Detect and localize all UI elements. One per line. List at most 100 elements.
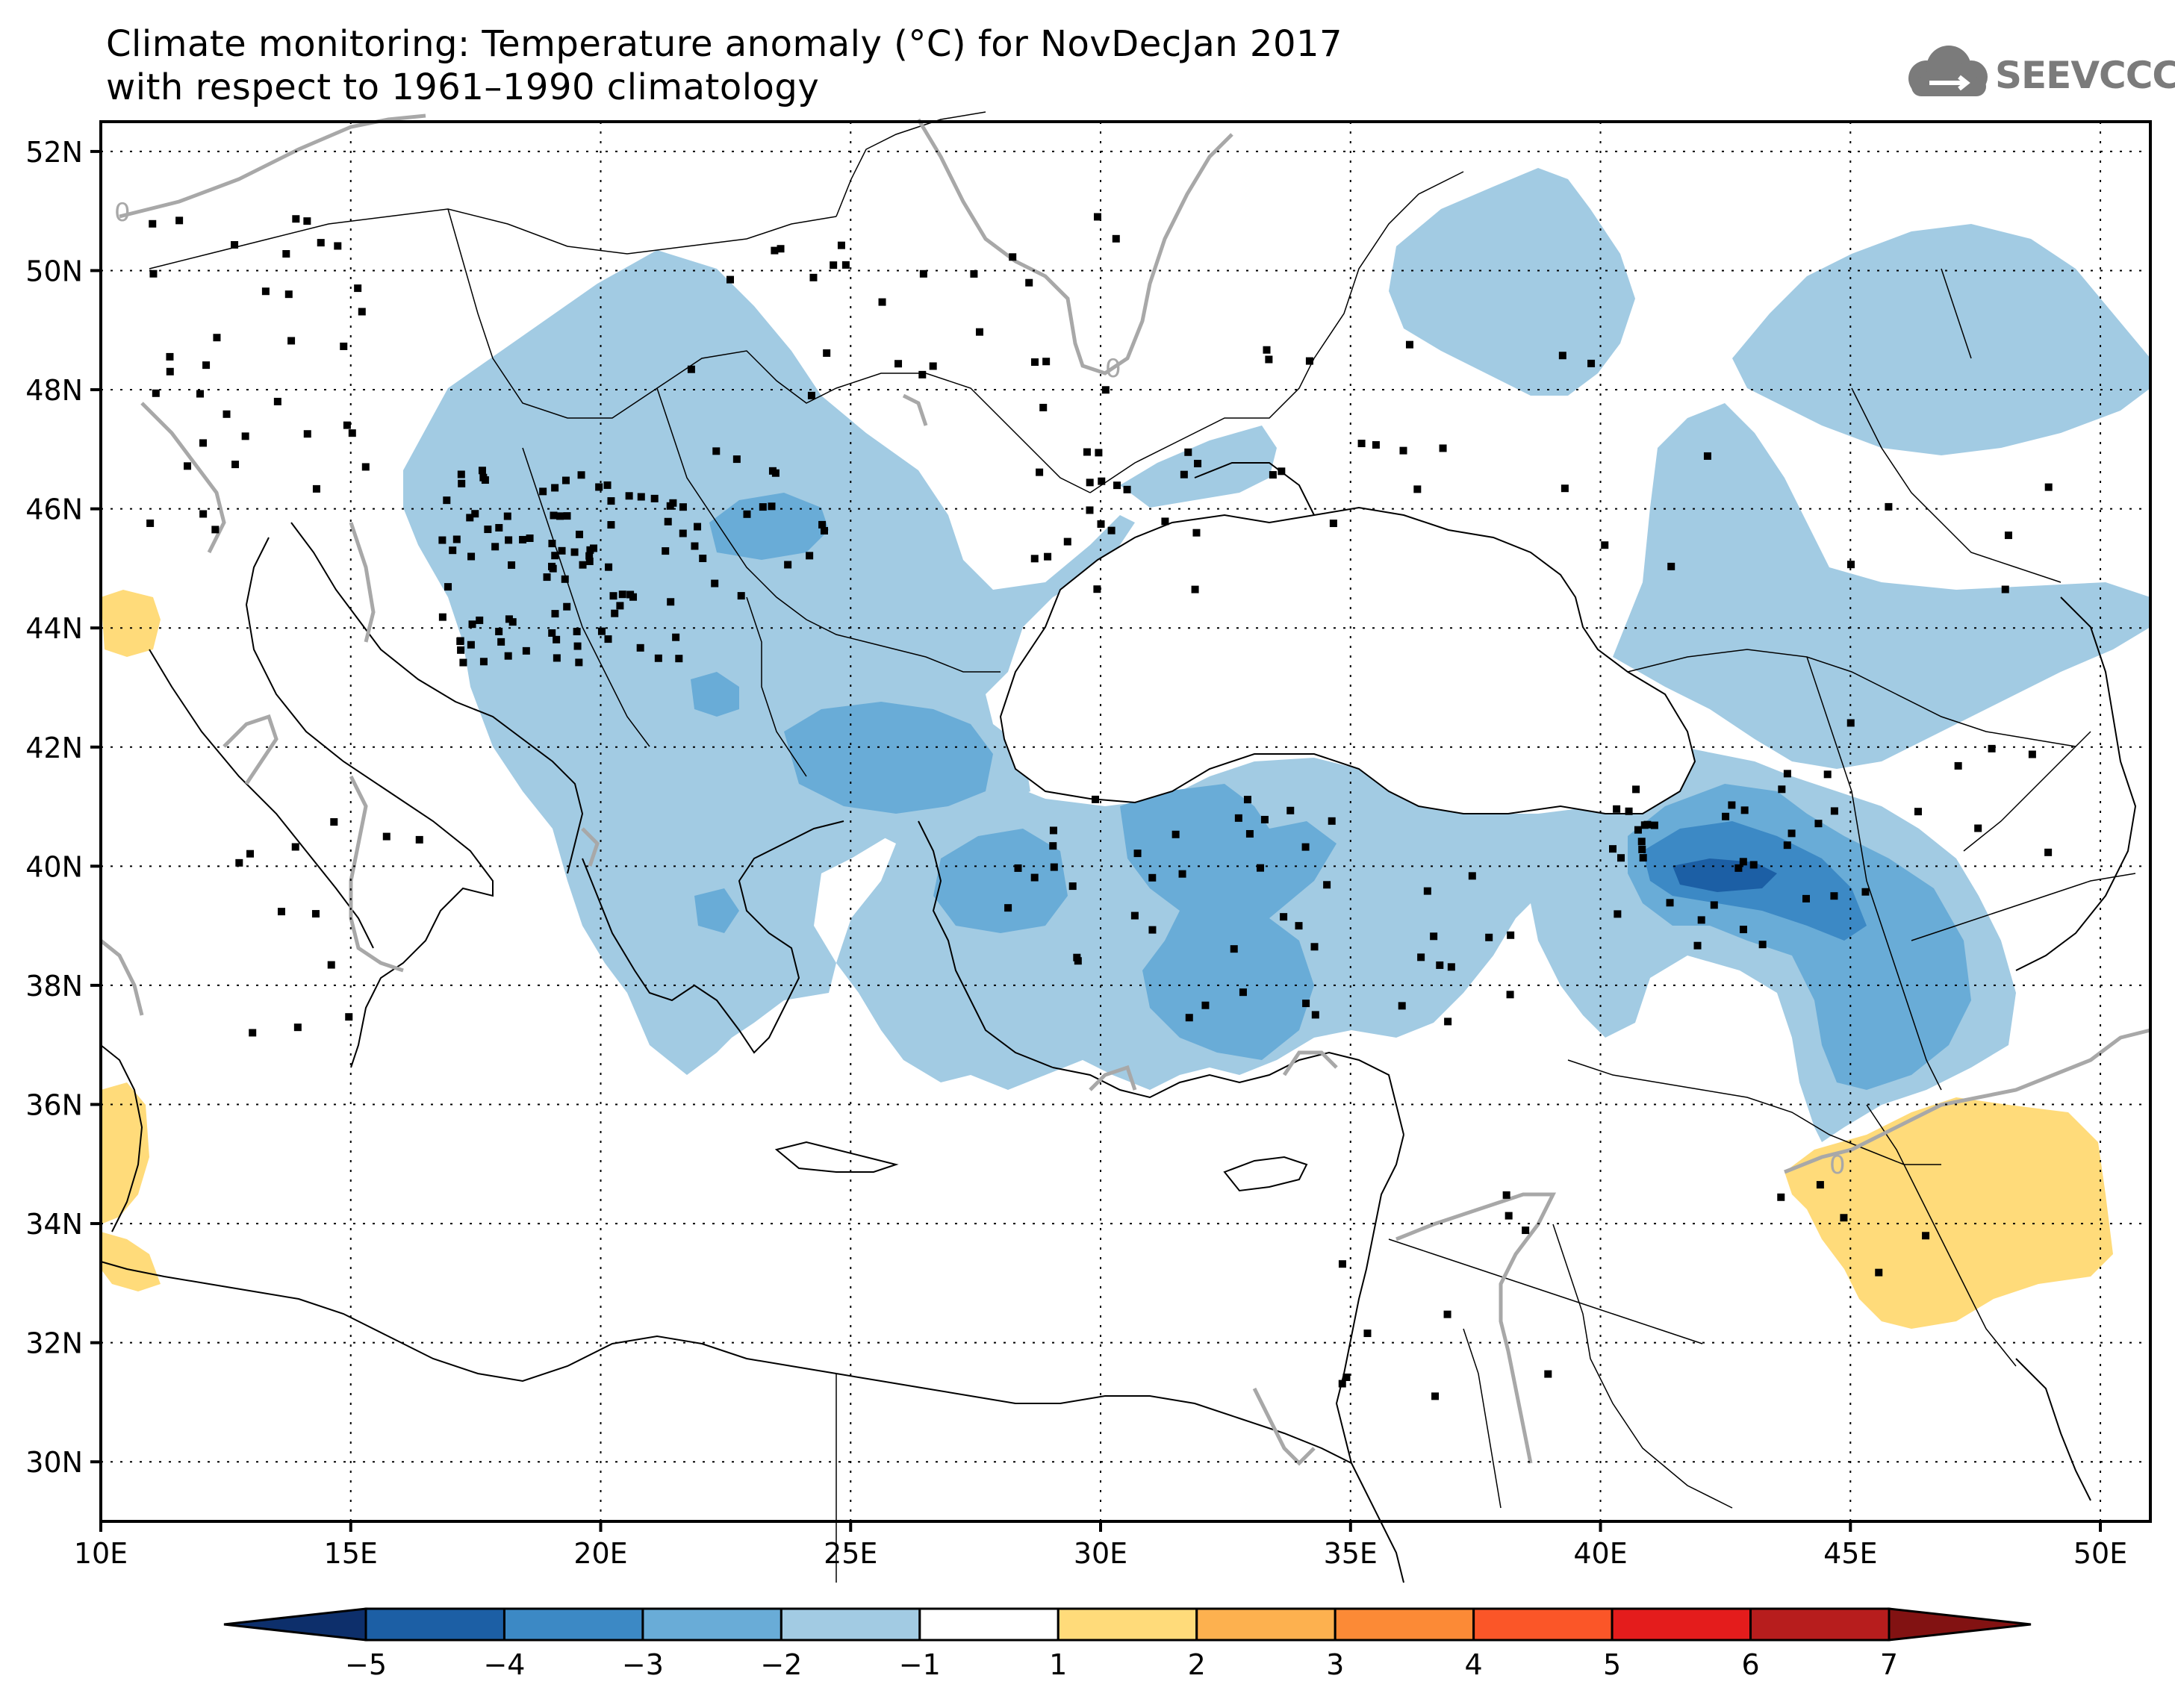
longitude-label: 25E — [824, 1537, 877, 1570]
station-marker — [235, 858, 243, 867]
colorbar-label: −2 — [760, 1648, 802, 1681]
station-marker — [1443, 1310, 1451, 1318]
station-marker — [303, 217, 311, 225]
station-marker — [585, 552, 594, 560]
station-marker — [1468, 872, 1476, 880]
station-marker — [249, 1029, 257, 1037]
station-marker — [303, 430, 311, 438]
latitude-label: 50N — [25, 255, 83, 287]
station-marker — [1830, 892, 1838, 900]
station-marker — [358, 308, 366, 316]
station-marker — [726, 275, 734, 284]
station-marker — [543, 573, 551, 582]
station-marker — [919, 269, 927, 278]
station-marker — [616, 602, 624, 610]
station-marker — [712, 447, 721, 455]
station-marker — [637, 493, 645, 501]
station-marker — [654, 654, 662, 662]
station-marker — [579, 561, 587, 569]
station-marker — [452, 535, 461, 543]
station-marker — [1044, 552, 1052, 561]
station-marker — [1073, 953, 1081, 961]
station-marker — [679, 529, 687, 537]
station-marker — [1201, 1001, 1210, 1009]
station-marker — [1083, 448, 1091, 456]
station-marker — [1846, 719, 1855, 727]
station-marker — [213, 334, 221, 342]
station-marker — [1587, 359, 1596, 367]
colorbar-label: 4 — [1465, 1648, 1483, 1681]
station-marker — [1302, 1000, 1310, 1008]
station-marker — [784, 561, 792, 569]
station-marker — [1431, 1392, 1440, 1400]
station-marker — [548, 562, 556, 570]
station-marker — [1632, 785, 1640, 794]
colorbar-arrow-low — [223, 1607, 367, 1642]
station-marker — [1342, 1373, 1351, 1381]
station-marker — [1722, 812, 1730, 820]
station-marker — [1728, 801, 1736, 809]
station-marker — [1014, 864, 1022, 872]
colorbar-swatch — [502, 1607, 644, 1642]
station-marker — [585, 557, 594, 565]
station-marker — [662, 547, 670, 555]
station-marker — [2044, 483, 2053, 491]
colorbar-swatch — [1334, 1607, 1475, 1642]
colorbar-label: −5 — [345, 1648, 387, 1681]
station-marker — [1030, 555, 1039, 563]
station-marker — [553, 654, 561, 662]
black-sea — [999, 506, 1696, 814]
station-marker — [354, 284, 362, 293]
station-marker — [1739, 858, 1747, 866]
station-marker — [1191, 585, 1199, 593]
station-marker — [607, 497, 615, 505]
station-marker — [1192, 529, 1201, 537]
station-marker — [1097, 520, 1105, 528]
station-marker — [478, 467, 486, 475]
station-marker — [806, 552, 814, 560]
station-marker — [1650, 821, 1658, 829]
station-marker — [1430, 932, 1438, 941]
station-marker — [1830, 807, 1838, 815]
station-marker — [743, 510, 751, 518]
station-marker — [1637, 838, 1646, 846]
station-marker — [449, 546, 457, 555]
station-marker — [495, 627, 503, 635]
station-marker — [975, 328, 983, 336]
station-marker — [636, 643, 644, 652]
station-marker — [211, 526, 220, 534]
station-marker — [1310, 943, 1319, 951]
station-marker — [1133, 850, 1142, 858]
station-marker — [1423, 887, 1431, 895]
logo-text: SEEVCCC — [1995, 54, 2175, 97]
colorbar-swatch — [1057, 1607, 1198, 1642]
station-marker — [821, 526, 829, 534]
coast-italy-west — [149, 649, 374, 949]
station-marker — [466, 514, 474, 522]
station-marker — [694, 523, 702, 531]
coast-greece — [582, 820, 844, 1054]
station-marker — [1703, 452, 1711, 460]
station-marker — [1638, 845, 1646, 853]
station-marker — [231, 461, 240, 469]
station-marker — [241, 432, 249, 440]
station-marker — [1922, 1232, 1930, 1240]
station-marker — [539, 487, 547, 496]
station-marker — [340, 342, 348, 350]
station-marker — [1372, 440, 1380, 449]
station-marker — [664, 517, 672, 526]
colorbar-label: 6 — [1741, 1648, 1759, 1681]
coast-adriatic — [290, 522, 584, 874]
station-marker — [273, 397, 281, 405]
station-marker — [1444, 1017, 1452, 1026]
station-marker — [1740, 806, 1749, 814]
station-marker — [970, 269, 978, 278]
station-marker — [1502, 1191, 1510, 1199]
longitude-label: 10E — [74, 1537, 128, 1570]
station-marker — [1640, 821, 1649, 829]
station-marker — [711, 579, 719, 587]
station-marker — [679, 503, 687, 511]
latitude-label: 32N — [25, 1327, 83, 1360]
station-marker — [1749, 861, 1758, 869]
anomaly-area-romania-core — [709, 493, 829, 560]
